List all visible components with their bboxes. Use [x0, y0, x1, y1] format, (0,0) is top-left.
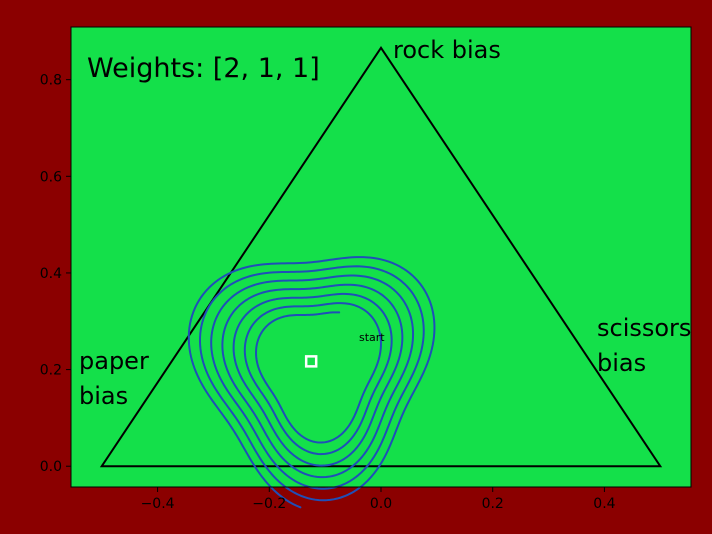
rock-vertex-label: rock bias: [393, 36, 501, 64]
equilibrium-marker: [304, 355, 318, 368]
x-tick-label: −0.4: [141, 496, 175, 512]
y-tick-label: 0.4: [40, 266, 62, 282]
plot-area: [71, 27, 691, 487]
y-tick-label: 0.6: [40, 169, 62, 185]
x-tick-label: 0.4: [593, 496, 615, 512]
y-tick-label: 0.8: [40, 73, 62, 89]
chart-title: Weights: [2, 1, 1]: [87, 53, 320, 84]
start-annotation: start: [359, 331, 385, 344]
simplex-triangle: [99, 45, 663, 468]
paper-vertex-label: paper: [79, 347, 149, 375]
y-tick-label: 0.0: [40, 459, 62, 475]
x-tick-label: −0.2: [252, 496, 286, 512]
x-tick-label: 0.0: [370, 496, 392, 512]
y-tick-label: 0.2: [40, 363, 62, 379]
scissors-vertex-label: scissors: [597, 314, 691, 342]
x-tick-label: 0.2: [482, 496, 504, 512]
trajectory-line: [187, 256, 436, 509]
scissors-vertex-label-line2: bias: [597, 349, 646, 377]
paper-vertex-label-line2: bias: [79, 382, 128, 410]
